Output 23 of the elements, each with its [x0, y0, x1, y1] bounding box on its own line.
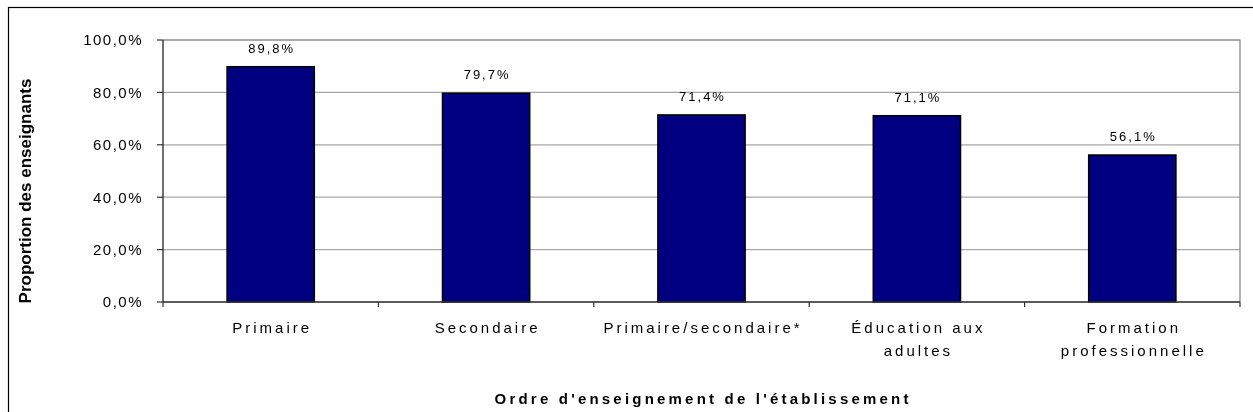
- bar: [872, 114, 962, 303]
- x-axis-title: Ordre d'enseignement de l'établissement: [494, 390, 912, 407]
- bar: [1087, 154, 1177, 303]
- x-tick-label: Secondaire: [434, 319, 541, 336]
- x-tick-label: Primaire/secondaire*: [603, 319, 803, 336]
- data-label: 56,1%: [1109, 129, 1157, 145]
- y-tick-label: 100,0%: [83, 31, 143, 49]
- bar: [657, 114, 746, 303]
- data-label: 89,8%: [248, 40, 296, 56]
- bar: [226, 65, 316, 303]
- y-tick-label: 0,0%: [102, 293, 143, 311]
- bar: [441, 92, 531, 303]
- y-axis-title: Proportion des enseignants: [16, 78, 35, 304]
- x-tick-label: Primaire: [232, 319, 313, 336]
- y-tick-label: 60,0%: [92, 136, 143, 154]
- data-label: 71,1%: [894, 89, 942, 105]
- y-tick-label: 20,0%: [92, 241, 143, 258]
- x-tick-label: Formation professionnelle: [1060, 319, 1207, 359]
- y-tick-label: 80,0%: [92, 83, 143, 101]
- data-label: 71,4%: [679, 88, 726, 104]
- data-label: 79,7%: [463, 67, 511, 83]
- y-tick-label: 40,0%: [92, 188, 143, 206]
- x-tick-label: Éducation aux adultes: [851, 319, 986, 359]
